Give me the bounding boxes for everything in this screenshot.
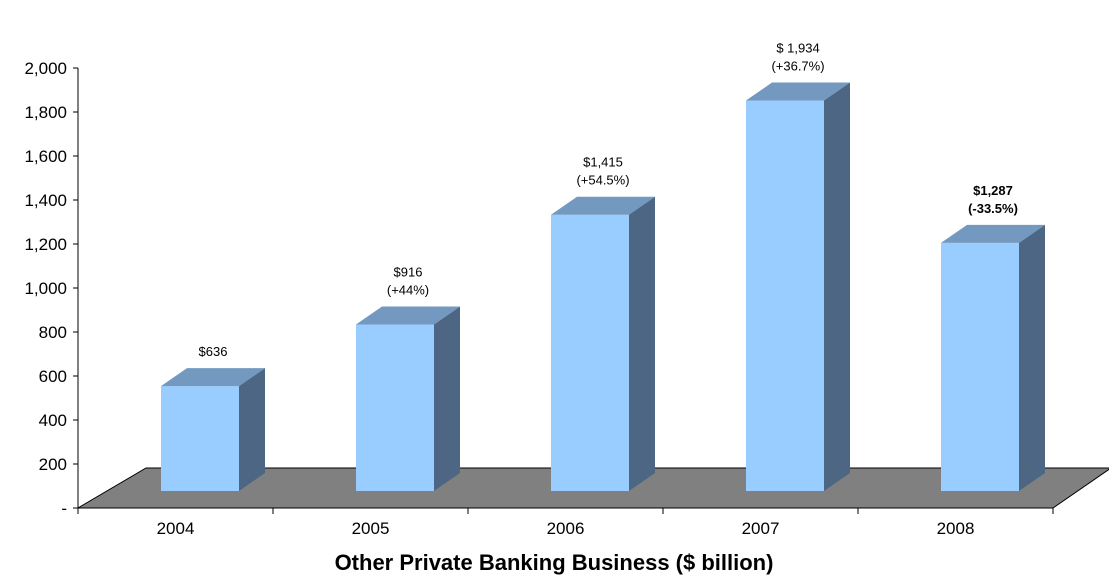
x-axis-title: Other Private Banking Business ($ billio… — [335, 550, 774, 575]
chart-axes: - 200 400 600 800 1,000 1,200 1,400 1,600 1,800 2,… — [24, 59, 1054, 538]
data-label-amount: $916 — [394, 264, 423, 279]
y-tick-label: - — [61, 499, 67, 518]
data-label-change: (+54.5%) — [576, 173, 629, 188]
x-tick-label: 2004 — [157, 519, 195, 538]
y-tick-label: 200 — [39, 455, 67, 474]
bar-top-face — [941, 224, 1045, 243]
bar-side-face — [434, 306, 460, 491]
y-tick-label: 1,000 — [24, 279, 67, 298]
data-label-amount: $1,287 — [973, 183, 1013, 198]
bar-side-face — [824, 82, 850, 492]
data-label-change: (-33.5%) — [968, 201, 1018, 216]
y-tick-label: 400 — [39, 411, 67, 430]
bar-2008 — [941, 224, 1045, 492]
bar-front-face — [551, 214, 629, 491]
y-tick-label: 1,600 — [24, 147, 67, 166]
chart-data-labels: $636 $916 (+44%) $1,415 (+54.5%) $ 1,934 (+36.… — [199, 41, 1018, 360]
bar-top-face — [161, 368, 265, 387]
bar-side-face — [1019, 224, 1045, 492]
y-tick-label: 1,400 — [24, 191, 67, 210]
chart-bars — [161, 82, 1045, 492]
bar-side-face — [239, 368, 265, 491]
x-tick-label: 2007 — [742, 519, 780, 538]
data-label-amount: $636 — [199, 344, 228, 359]
data-label-change: (+44%) — [387, 282, 429, 297]
bar-top-face — [746, 82, 850, 101]
y-tick-label: 600 — [39, 367, 67, 386]
x-tick-label: 2006 — [547, 519, 585, 538]
bar-side-face — [629, 196, 655, 491]
y-tick-label: 1,200 — [24, 235, 67, 254]
bar-top-face — [356, 306, 460, 325]
x-tick-label: 2005 — [352, 519, 390, 538]
bar-front-face — [161, 386, 239, 491]
bar-front-face — [941, 242, 1019, 491]
bar-front-face — [746, 100, 824, 492]
data-label-amount: $ 1,934 — [776, 41, 819, 56]
y-tick-label: 2,000 — [24, 59, 67, 78]
bar-top-face — [551, 196, 655, 215]
data-label-amount: $1,415 — [583, 155, 623, 170]
bar-2007 — [746, 82, 850, 492]
y-tick-label: 800 — [39, 323, 67, 342]
data-label-change: (+36.7%) — [771, 59, 824, 74]
bar-2005 — [356, 306, 460, 491]
bar-2006 — [551, 196, 655, 491]
bar-front-face — [356, 324, 434, 491]
x-tick-label: 2008 — [937, 519, 975, 538]
bar-2004 — [161, 368, 265, 491]
y-tick-label: 1,800 — [24, 103, 67, 122]
